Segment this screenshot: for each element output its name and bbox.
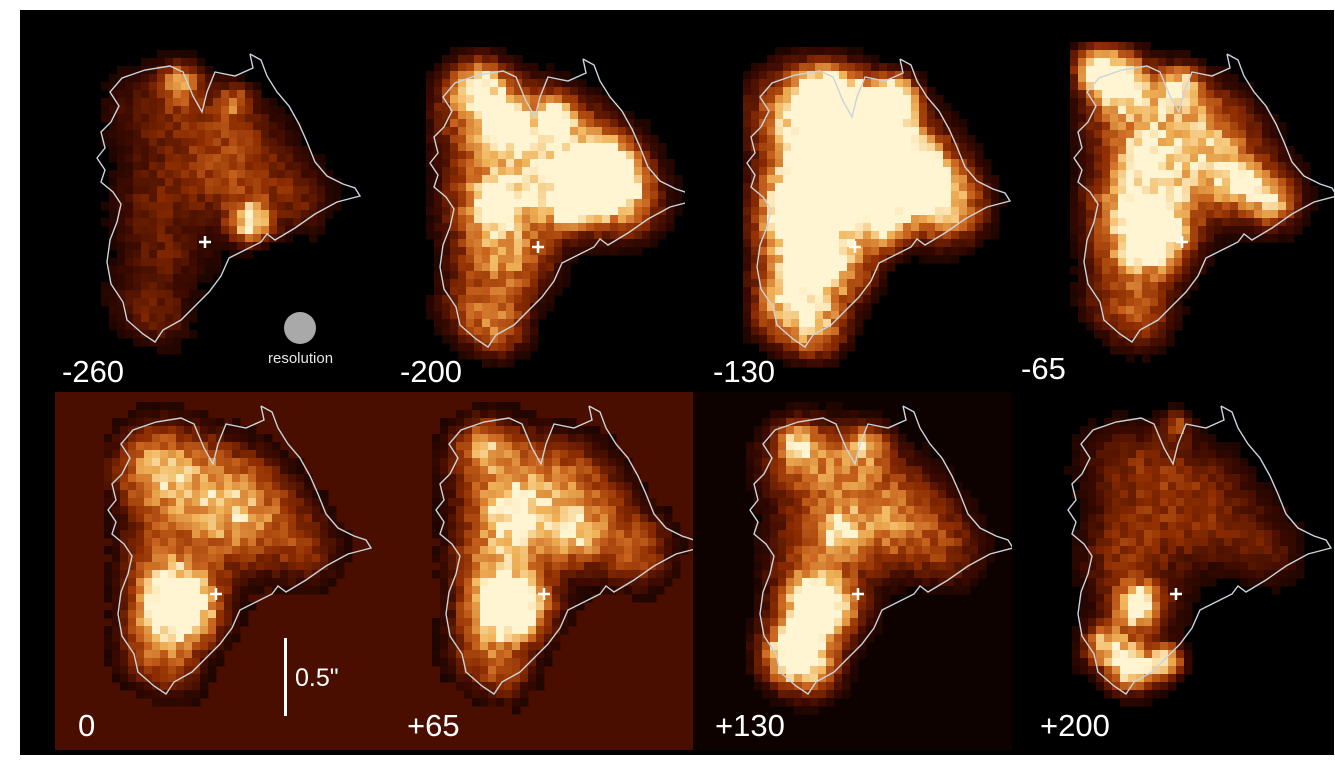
emission-pixels [101,50,342,355]
emission-map [96,50,362,355]
nucleus-cross-marker-icon [1176,236,1188,248]
nucleus-cross-marker-icon [538,588,550,600]
galaxy-outline-contour [107,405,373,695]
velocity-label: +130 [715,708,785,743]
channel-panel-plus-130: +130 [693,392,1012,750]
emission-map [104,402,373,707]
channel-panel-minus-130: -130 [685,10,1012,388]
nucleus-cross-marker-icon [199,236,211,248]
emission-pixels [1070,42,1319,363]
velocity-label: -65 [1021,351,1066,386]
nucleus-cross-marker-icon [210,588,222,600]
emission-pixels [1064,402,1305,707]
channel-map-figure: -260 -200 -130 -65 0 +65 +130 +200 resol… [20,10,1334,755]
nucleus-cross-marker-icon [852,588,864,600]
emission-map [743,47,1012,368]
emission-map [1070,42,1334,363]
channel-panel-minus-65: -65 [1012,10,1334,388]
channel-panel-minus-200: -200 [375,10,685,388]
resolution-beam-icon [284,312,316,344]
resolution-label: resolution [268,350,334,367]
emission-pixels [746,402,995,715]
galaxy-outline-contour [749,405,1012,695]
galaxy-outline-contour [1073,53,1334,343]
velocity-label: -260 [62,354,125,388]
galaxy-outline-contour [429,58,685,348]
scale-bar-label: 0.5" [295,664,339,692]
galaxy-outline-contour [746,58,1012,348]
emission-pixels [104,402,353,707]
channel-panel-plus-65: +65 [377,392,693,750]
channel-panel-plus-200: +200 [1012,392,1334,750]
emission-map [432,402,693,715]
velocity-label: +65 [407,708,460,743]
channel-panel-minus-260: -260 [20,10,375,388]
velocity-label: -130 [713,354,776,388]
galaxy-outline-contour [96,53,362,343]
velocity-label: +200 [1040,708,1110,743]
emission-map [746,402,1012,715]
galaxy-outline-contour [435,405,693,695]
scale-bar [284,638,287,716]
emission-pixels [743,47,1008,368]
emission-pixels [426,47,683,368]
nucleus-cross-marker-icon [849,241,861,253]
emission-map [426,47,685,368]
galaxy-outline-contour [1067,405,1333,695]
emission-pixels [432,402,689,715]
emission-map [1064,402,1333,707]
channel-panel-0: 0 [55,392,377,750]
nucleus-cross-marker-icon [1170,588,1182,600]
velocity-label: 0 [78,708,96,743]
nucleus-cross-marker-icon [532,241,544,253]
velocity-label: -200 [400,354,463,388]
